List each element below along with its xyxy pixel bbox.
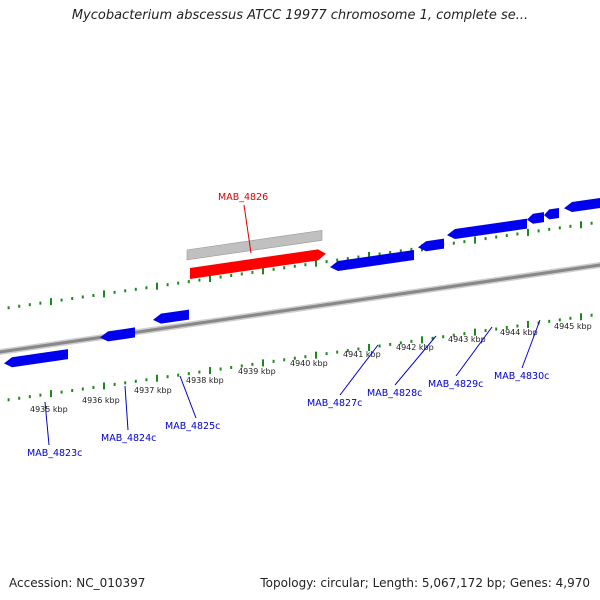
gene-feature-mab-4826[interactable] bbox=[190, 249, 326, 279]
gene-label-mab-4827c[interactable]: MAB_4827c bbox=[307, 398, 362, 409]
label-leader-line bbox=[243, 204, 252, 254]
gene-feature-reverse[interactable] bbox=[527, 212, 544, 224]
gene-feature-highlight bbox=[186, 229, 323, 261]
gene-label-mab-4823c[interactable]: MAB_4823c bbox=[27, 448, 82, 459]
backbone-inner-line bbox=[0, 263, 600, 354]
label-leader-line bbox=[339, 344, 379, 396]
ruler-label: 4943 kbp bbox=[448, 335, 486, 344]
ruler-label: 4942 kbp bbox=[396, 343, 434, 352]
gene-feature-reverse[interactable] bbox=[564, 198, 600, 213]
ruler-label: 4936 kbp bbox=[82, 396, 120, 405]
label-leader-line bbox=[455, 326, 493, 377]
label-leader-line bbox=[44, 401, 50, 446]
ruler-label: 4941 kbp bbox=[343, 350, 381, 359]
gene-label-mab-4829c[interactable]: MAB_4829c bbox=[428, 379, 483, 390]
gene-label-mab-4824c[interactable]: MAB_4824c bbox=[101, 433, 156, 444]
gene-label-mab-4828c[interactable]: MAB_4828c bbox=[367, 388, 422, 399]
topology-summary: Topology: circular; Length: 5,067,172 bp… bbox=[260, 576, 590, 590]
ruler-label: 4945 kbp bbox=[554, 322, 592, 331]
gene-feature-reverse[interactable] bbox=[4, 349, 68, 368]
gene-label-mab-4825c[interactable]: MAB_4825c bbox=[165, 421, 220, 432]
gene-feature-reverse[interactable] bbox=[418, 238, 444, 252]
gene-label-mab-4830c[interactable]: MAB_4830c bbox=[494, 371, 549, 382]
label-leader-line bbox=[521, 319, 541, 369]
gene-features[interactable] bbox=[4, 198, 600, 368]
ruler-label: 4940 kbp bbox=[290, 359, 328, 368]
ruler-label: 4939 kbp bbox=[238, 367, 276, 376]
ruler-label: 4937 kbp bbox=[134, 386, 172, 395]
label-leader-line bbox=[394, 335, 437, 386]
label-leader-line bbox=[124, 385, 129, 431]
sequence-title: Mycobacterium abscessus ATCC 19977 chrom… bbox=[71, 8, 529, 23]
label-leader-line bbox=[179, 375, 197, 419]
ruler-bottom-ticks bbox=[7, 313, 593, 402]
ruler-label: 4944 kbp bbox=[500, 328, 538, 337]
feature-labels[interactable]: 4935 kbp 4936 kbp 4937 kbp 4938 kbp 4939 kbp… bbox=[27, 192, 592, 459]
gene-feature-reverse[interactable] bbox=[544, 207, 559, 220]
gene-feature-reverse[interactable] bbox=[447, 218, 527, 240]
gene-feature-reverse[interactable] bbox=[100, 327, 135, 342]
chromosome-backbone bbox=[0, 261, 600, 356]
ruler-label: 4935 kbp bbox=[30, 405, 68, 414]
ruler-label: 4938 kbp bbox=[186, 376, 224, 385]
gene-feature-reverse[interactable] bbox=[153, 309, 189, 324]
gene-label-mab-4826[interactable]: MAB_4826 bbox=[218, 192, 268, 203]
gene-feature-reverse[interactable] bbox=[330, 249, 414, 271]
accession-text: Accession: NC_010397 bbox=[9, 576, 146, 590]
